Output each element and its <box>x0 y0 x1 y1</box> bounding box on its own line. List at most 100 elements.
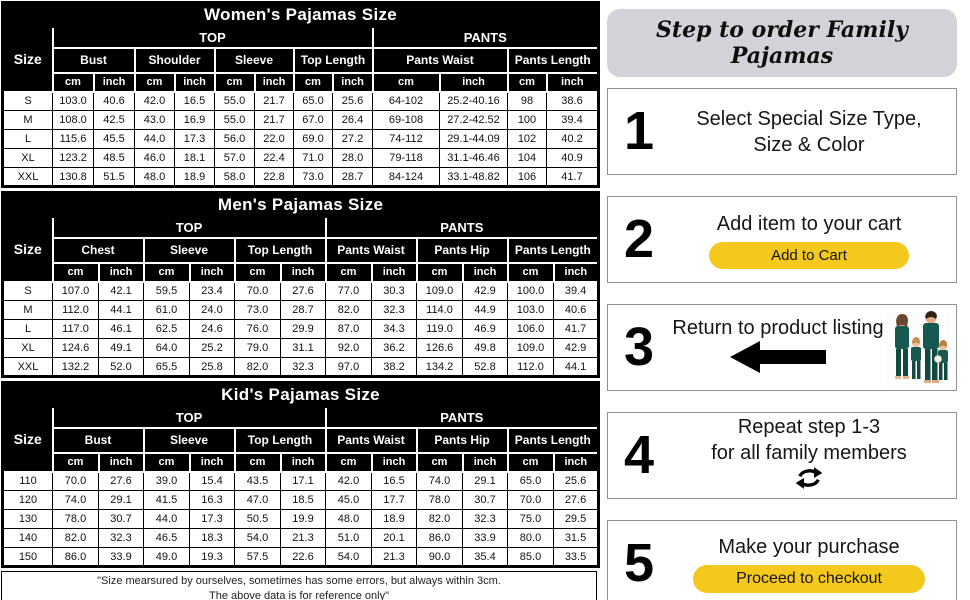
measure-header-row: Bust Sleeve Top Length Pants Waist Pants Hip… <box>3 426 600 454</box>
measure-header: Pants Waist <box>324 236 418 264</box>
table-cell: 82.0 <box>416 509 463 529</box>
step-1-text: Select Special Size Type, Size & Color <box>670 106 948 158</box>
measure-header: Pants Waist <box>371 46 509 74</box>
table-cell: 24.6 <box>189 319 235 339</box>
table-title-row: Kid's Pajamas Size <box>1 381 600 408</box>
table-cell: 18.5 <box>280 490 326 510</box>
step-1-line-1: Select Special Size Type, <box>696 107 922 130</box>
unit-header-inch: inch <box>253 71 295 93</box>
size-column-header: Size <box>1 405 54 473</box>
measure-header: Chest <box>51 236 145 264</box>
table-cell: 46.1 <box>98 319 144 339</box>
table-cell: 134.2 <box>416 357 463 377</box>
step-4-text: Repeat step 1-3 for all family members <box>670 414 948 497</box>
row-size-label: S <box>2 91 53 111</box>
step-2-number: 2 <box>624 209 655 270</box>
step-4-line-2: for all family members <box>711 442 907 464</box>
table-row: 150 86.0 33.9 49.0 19.3 57.5 22.6 54.0 21.3 90.0 3… <box>2 547 600 567</box>
table-cell: 44.9 <box>462 300 508 320</box>
table-cell: 69-108 <box>372 110 440 130</box>
unit-header-inch: inch <box>92 71 136 93</box>
table-cell: 123.2 <box>52 148 94 168</box>
table-cell: 27.6 <box>98 471 144 491</box>
measure-header: Pants Length <box>506 426 600 454</box>
table-cell: 49.8 <box>462 338 508 358</box>
table-cell: 54.0 <box>234 528 281 548</box>
step-3-box: 3 Return to product listing <box>607 304 957 391</box>
table-cell: 70.0 <box>507 490 554 510</box>
table-cell: 19.9 <box>280 509 326 529</box>
table-cell: 65.0 <box>507 471 554 491</box>
step-2-line-1: Add item to your cart <box>716 212 902 235</box>
table-row: XL 124.6 49.1 64.0 25.2 79.0 31.1 92.0 36.2 126.6… <box>2 338 600 358</box>
table-cell: 28.0 <box>332 148 373 168</box>
table-cell: 29.1 <box>462 471 508 491</box>
table-cell: 17.3 <box>174 129 215 149</box>
table-cell: 44.1 <box>552 357 600 377</box>
table-cell: 124.6 <box>52 338 99 358</box>
table-cell: 82.0 <box>325 300 372 320</box>
table-cell: 42.9 <box>462 281 508 301</box>
table-cell: 57.0 <box>214 148 255 168</box>
row-size-label: 140 <box>2 528 53 548</box>
row-size-label: XXL <box>2 357 53 377</box>
unit-header-cm: cm <box>506 261 555 283</box>
unit-header-inch: inch <box>461 261 509 283</box>
table-cell: 112.0 <box>507 357 554 377</box>
unit-header-cm: cm <box>371 71 441 93</box>
group-header: TOP <box>51 405 327 429</box>
table-cell: 40.6 <box>93 91 135 111</box>
table-cell: 33.9 <box>98 547 144 567</box>
step-1-line-2: Size & Color <box>753 133 865 156</box>
table-cell: 130.8 <box>52 167 94 187</box>
table-cell: 132.2 <box>52 357 99 377</box>
unit-header-cm: cm <box>292 71 334 93</box>
table-cell: 80.0 <box>507 528 554 548</box>
table-cell: 108.0 <box>52 110 94 130</box>
unit-header-cm: cm <box>213 71 256 93</box>
table-cell: 87.0 <box>325 319 372 339</box>
table-cell: 31.1-46.46 <box>439 148 508 168</box>
table-cell: 39.4 <box>545 110 600 130</box>
table-cell: 103.0 <box>52 91 94 111</box>
unit-header-cm: cm <box>133 71 176 93</box>
table-cell: 42.1 <box>98 281 144 301</box>
table-cell: 86.0 <box>52 547 99 567</box>
measurement-disclaimer: "Size mearsured by ourselves, sometimes … <box>1 571 597 600</box>
table-cell: 90.0 <box>416 547 463 567</box>
table-cell: 24.0 <box>189 300 235 320</box>
table-cell: 100 <box>507 110 547 130</box>
step-5-number: 5 <box>624 533 655 594</box>
table-cell: 52.0 <box>98 357 144 377</box>
table-cell: 17.1 <box>280 471 326 491</box>
table-row: 110 70.0 27.6 39.0 15.4 43.5 17.1 42.0 16.5 74.0 2… <box>2 471 600 491</box>
unit-header-cm: cm <box>506 71 548 93</box>
table-cell: 74.0 <box>416 471 463 491</box>
table-cell: 57.5 <box>234 547 281 567</box>
table-cell: 32.3 <box>280 357 326 377</box>
table-cell: 119.0 <box>416 319 463 339</box>
size-column-header: Size <box>1 25 54 93</box>
table-cell: 44.1 <box>98 300 144 320</box>
proceed-to-checkout-button[interactable]: Proceed to checkout <box>693 565 925 593</box>
table-cell: 79-118 <box>372 148 440 168</box>
step-3-number: 3 <box>624 317 655 378</box>
table-cell: 18.3 <box>189 528 235 548</box>
table-cell: 39.4 <box>552 281 600 301</box>
table-cell: 16.5 <box>174 91 215 111</box>
table-cell: 33.5 <box>552 547 600 567</box>
table-cell: 109.0 <box>416 281 463 301</box>
table-cell: 78.0 <box>416 490 463 510</box>
table-cell: 21.7 <box>254 110 294 130</box>
table-cell: 79.0 <box>234 338 281 358</box>
table-cell: 30.7 <box>98 509 144 529</box>
step-5-text: Make your purchase Proceed to checkout <box>670 534 948 593</box>
table-cell: 70.0 <box>234 281 281 301</box>
table-cell: 107.0 <box>52 281 99 301</box>
table-cell: 82.0 <box>234 357 281 377</box>
unit-header-inch: inch <box>188 451 236 473</box>
table-cell: 18.9 <box>174 167 215 187</box>
table-cell: 49.0 <box>143 547 190 567</box>
add-to-cart-button[interactable]: Add to Cart <box>709 241 909 269</box>
table-cell: 18.9 <box>371 509 417 529</box>
